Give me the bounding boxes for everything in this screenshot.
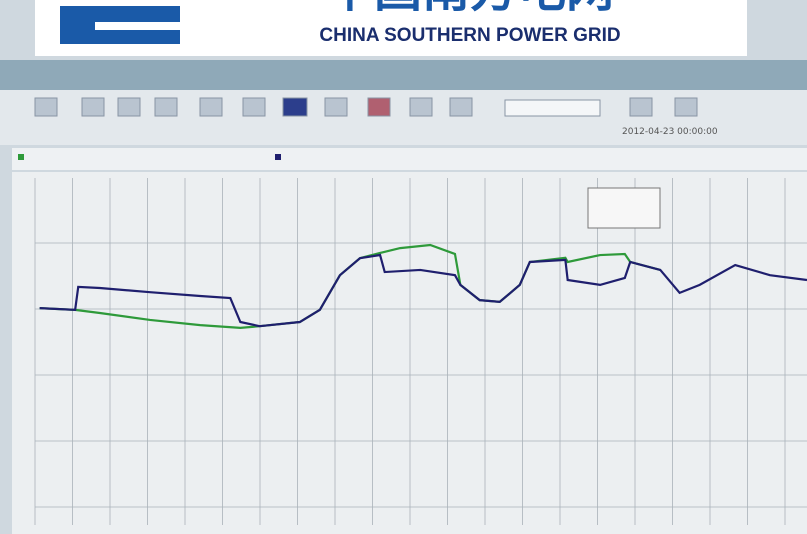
tool-button[interactable] bbox=[630, 98, 652, 116]
tool-button[interactable] bbox=[675, 98, 697, 116]
tool-button[interactable] bbox=[283, 98, 307, 116]
logo-subtitle: CHINA SOUTHERN POWER GRID bbox=[319, 25, 620, 46]
tool-button[interactable] bbox=[82, 98, 104, 116]
plot-bg bbox=[12, 172, 807, 534]
tool-button[interactable] bbox=[155, 98, 177, 116]
timestamp: 2012-04-23 00:00:00 bbox=[622, 127, 718, 137]
tool-button[interactable] bbox=[118, 98, 140, 116]
logo-text: 中国南方电网 bbox=[326, 0, 614, 18]
tool-button[interactable] bbox=[450, 98, 472, 116]
screen: 2012-04-23 00:00:00 中国南方电网 CHINA SOUTHER… bbox=[0, 0, 807, 534]
window-bar bbox=[0, 60, 807, 90]
tooltip bbox=[588, 188, 660, 228]
legend-swatch bbox=[18, 154, 24, 160]
tool-button[interactable] bbox=[325, 98, 347, 116]
dropdown[interactable] bbox=[505, 100, 600, 116]
tool-button[interactable] bbox=[35, 98, 57, 116]
page: 2012-04-23 00:00:00 中国南方电网 CHINA SOUTHER… bbox=[0, 0, 807, 534]
legend-swatch bbox=[275, 154, 281, 160]
tool-button[interactable] bbox=[410, 98, 432, 116]
legend-strip bbox=[12, 148, 807, 170]
tool-button[interactable] bbox=[200, 98, 222, 116]
tool-button[interactable] bbox=[368, 98, 390, 116]
tool-button[interactable] bbox=[243, 98, 265, 116]
